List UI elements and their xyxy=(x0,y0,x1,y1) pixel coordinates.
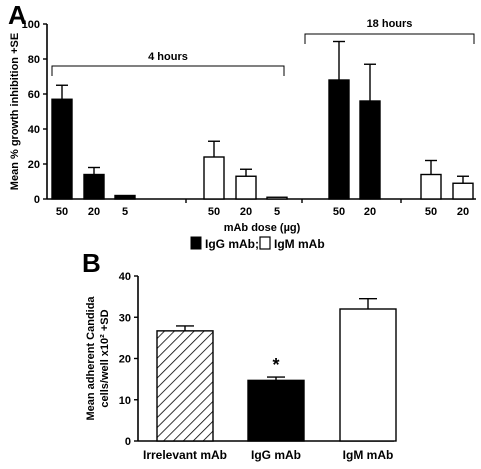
bar-a-5 xyxy=(266,196,288,200)
category-label-b-0: Irrelevant mAb xyxy=(143,448,227,462)
panel-a-legend: IgG mAb; IgM mAb xyxy=(190,236,325,251)
y-tick-label-0: 0 xyxy=(34,194,40,206)
legend-label-igm: IgM mAb xyxy=(274,237,325,251)
legend-label-igg: IgG mAb; xyxy=(205,237,259,251)
x-tick-label-a-6: 50 xyxy=(333,206,345,218)
x-tick-label-a-7: 20 xyxy=(364,206,376,218)
b-y-tick-label-3: 30 xyxy=(119,312,131,324)
bar-a-6 xyxy=(328,79,350,200)
category-label-b-2: IgM mAb xyxy=(343,448,394,462)
y-tick-label-2: 40 xyxy=(28,124,40,136)
y-tick-label-4: 80 xyxy=(28,54,40,66)
panel-a-bars: 50 20 5 50 20 5 50 20 50 20 xyxy=(51,40,474,218)
y-tick-label-3: 60 xyxy=(28,89,40,101)
legend-swatch-igm xyxy=(259,236,271,250)
panel-b-y-ticks: 0 10 20 30 40 xyxy=(119,271,138,448)
b-y-tick-label-2: 20 xyxy=(119,354,131,366)
bar-a-0 xyxy=(51,98,73,200)
significance-star-0: * xyxy=(272,355,279,375)
x-tick-label-a-1: 20 xyxy=(88,206,100,218)
bar-b-2 xyxy=(339,308,397,442)
x-tick-label-a-9: 20 xyxy=(457,206,469,218)
bar-a-1 xyxy=(83,173,105,200)
x-tick-label-a-0: 50 xyxy=(56,206,68,218)
legend-swatch-igg xyxy=(190,236,202,250)
panel-a-y-axis-title: Mean % growth inhibition +SE xyxy=(9,33,21,190)
bar-b-1 xyxy=(247,379,305,442)
x-tick-label-a-4: 20 xyxy=(240,206,252,218)
panel-b-bars: Irrelevant mAb IgG mAb IgM mAb * xyxy=(143,297,397,462)
panel-b-y-axis-title-line1: Mean adherent Candida xyxy=(85,296,97,421)
bracket-label-1: 18 hours xyxy=(367,18,413,30)
bar-a-7 xyxy=(359,100,381,200)
x-tick-label-a-2: 5 xyxy=(122,206,128,218)
bar-a-3 xyxy=(203,156,225,200)
bracket-0 xyxy=(51,65,285,76)
bar-a-2 xyxy=(114,194,136,200)
bar-a-8 xyxy=(420,173,442,200)
y-tick-label-5: 100 xyxy=(22,19,40,31)
x-tick-label-a-3: 50 xyxy=(208,206,220,218)
bracket-1 xyxy=(304,33,475,44)
panel-a-brackets: 4 hours 18 hours xyxy=(51,18,475,76)
panel-a-x-axis-title: mAb dose (µg) xyxy=(224,222,301,234)
panel-a-y-ticks: 0 20 40 60 80 100 xyxy=(22,19,402,206)
b-y-tick-label-0: 0 xyxy=(125,436,131,448)
bar-b-0 xyxy=(156,330,214,442)
bar-a-9 xyxy=(452,182,474,200)
b-y-tick-label-4: 40 xyxy=(119,271,131,283)
b-y-tick-label-1: 10 xyxy=(119,395,131,407)
x-tick-label-a-5: 5 xyxy=(274,206,280,218)
bracket-label-0: 4 hours xyxy=(148,51,188,63)
panel-b-y-axis-title-line2: cells/well x10² +SD xyxy=(99,309,111,407)
bar-a-4 xyxy=(235,175,257,200)
panel-b-letter: B xyxy=(82,248,101,278)
panel-a-letter: A xyxy=(8,0,27,30)
category-label-b-1: IgG mAb xyxy=(251,448,301,462)
y-tick-label-1: 20 xyxy=(28,159,40,171)
x-tick-label-a-8: 50 xyxy=(425,206,437,218)
